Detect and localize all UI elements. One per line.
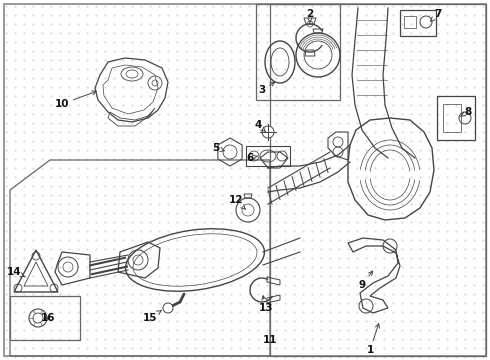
Text: 9: 9 xyxy=(359,271,373,290)
Text: 11: 11 xyxy=(263,335,277,345)
Text: 13: 13 xyxy=(259,296,273,313)
Text: 12: 12 xyxy=(229,195,245,209)
Text: 16: 16 xyxy=(41,313,55,323)
Text: 8: 8 xyxy=(461,107,471,117)
Text: 10: 10 xyxy=(55,91,97,109)
Text: 6: 6 xyxy=(246,153,258,163)
Text: 5: 5 xyxy=(212,143,224,153)
Text: 15: 15 xyxy=(143,310,161,323)
Text: 14: 14 xyxy=(7,267,25,277)
Circle shape xyxy=(262,126,274,138)
Text: 1: 1 xyxy=(367,324,379,355)
Text: 4: 4 xyxy=(254,120,266,132)
Text: 2: 2 xyxy=(306,9,314,23)
Text: 7: 7 xyxy=(430,9,441,22)
Text: 3: 3 xyxy=(258,82,275,95)
Circle shape xyxy=(163,303,173,313)
